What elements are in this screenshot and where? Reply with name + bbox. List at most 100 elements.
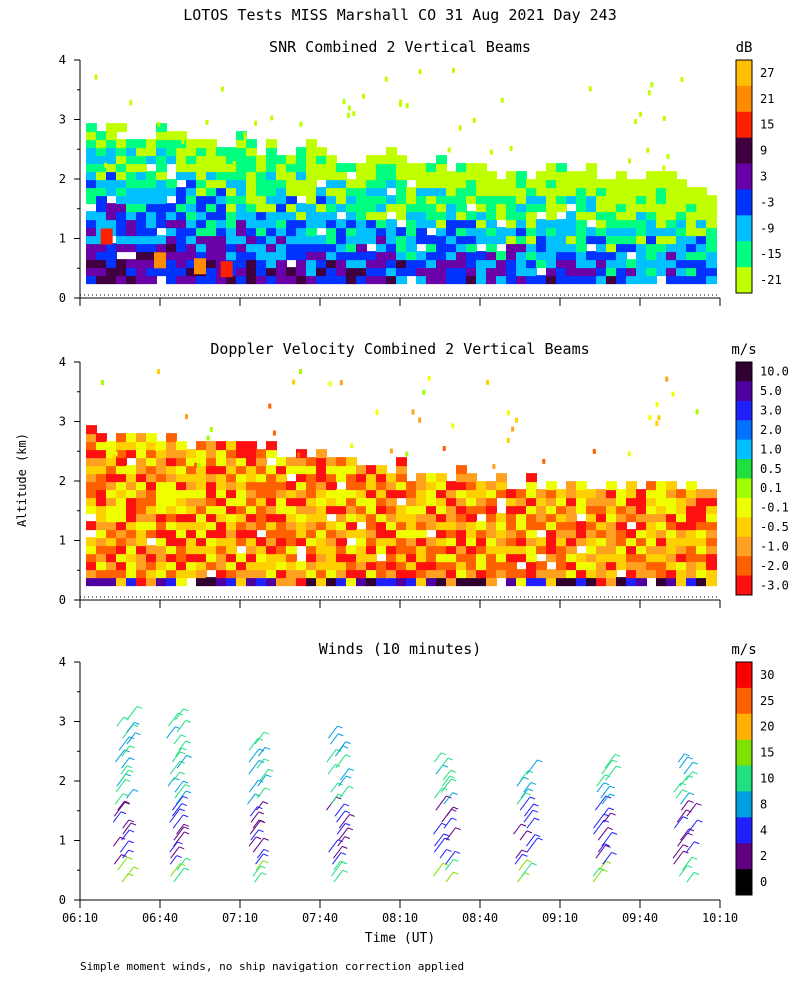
heatmap-cell (96, 529, 107, 539)
wind-barb-flag (450, 769, 456, 773)
heatmap-cell (136, 529, 147, 539)
heatmap-cell (236, 577, 247, 587)
heatmap-cell (526, 211, 537, 221)
heatmap-cell (206, 513, 217, 523)
heatmap-cell (206, 179, 217, 189)
wind-barb-flag (128, 819, 135, 823)
wind-barb (672, 844, 684, 859)
heatmap-cell (526, 577, 537, 587)
wind-barb (593, 819, 605, 835)
wind-barb (117, 800, 125, 811)
heatmap-cell (106, 449, 117, 459)
heatmap-cell (516, 203, 527, 213)
heatmap-cell (276, 505, 287, 515)
heatmap-cell (226, 219, 237, 229)
heatmap-cell (686, 537, 697, 547)
heatmap-cell (596, 219, 607, 229)
heatmap-cell (546, 259, 557, 269)
heatmap-cell (186, 179, 197, 189)
heatmap-cell (86, 211, 97, 221)
wind-barb (337, 836, 346, 847)
heatmap-cell (376, 489, 387, 499)
heatmap-cell (296, 457, 307, 467)
heatmap-cell (246, 211, 257, 221)
heatmap-cell (516, 211, 527, 221)
heatmap-cell (476, 187, 487, 197)
heatmap-cell (186, 139, 197, 149)
heatmap-cell (476, 211, 487, 221)
heatmap-cell (96, 553, 107, 563)
heatmap-cell (106, 243, 117, 253)
wind-barb (122, 819, 130, 829)
heatmap-cell (136, 489, 147, 499)
heatmap-cell (526, 545, 537, 555)
wind-barb-flag (263, 837, 269, 841)
heatmap-cell (226, 227, 237, 237)
heatmap-cell (126, 227, 137, 237)
heatmap-cell (266, 211, 277, 221)
heatmap-cell (406, 251, 417, 261)
heatmap-cell (206, 497, 217, 507)
colorbar-swatch (736, 791, 752, 818)
heatmap-cell (296, 481, 307, 491)
wind-barb (601, 832, 613, 847)
wind-barb (176, 823, 185, 835)
heatmap-speckle (151, 452, 155, 458)
heatmap-cell (456, 465, 467, 475)
heatmap-cell (156, 537, 167, 547)
heatmap-cell (616, 561, 627, 571)
heatmap-cell (406, 561, 417, 571)
heatmap-cell (176, 577, 187, 587)
heatmap-cell (426, 561, 437, 571)
heatmap-cell (706, 497, 717, 507)
heatmap-cell (606, 569, 617, 579)
wind-barb (126, 789, 134, 799)
heatmap-cell (96, 449, 107, 459)
wind-barb (338, 827, 349, 841)
heatmap-cell (236, 219, 247, 229)
wind-barb-flag (185, 790, 192, 794)
heatmap-cell (406, 163, 417, 173)
colorbar-label: 2 (760, 849, 767, 863)
heatmap-cell (416, 171, 427, 181)
wind-barb (445, 827, 456, 841)
wind-barb (433, 823, 442, 835)
heatmap-cell (496, 521, 507, 531)
wind-barb (257, 774, 267, 787)
heatmap-cell (446, 267, 457, 277)
heatmap-cell (206, 529, 217, 539)
heatmap-cell (406, 227, 417, 237)
heatmap-cell (626, 537, 637, 547)
wind-barb (166, 726, 176, 739)
wind-barb (174, 780, 184, 793)
heatmap-cell (446, 275, 457, 285)
heatmap-cell (96, 473, 107, 483)
heatmap-cell (446, 235, 457, 245)
heatmap-cell (606, 195, 617, 205)
wind-barb (443, 792, 453, 805)
wind-barb (112, 811, 122, 823)
heatmap-cells (86, 67, 717, 285)
heatmap-cell (416, 561, 427, 571)
heatmap-cell (476, 275, 487, 285)
heatmap-cell (266, 227, 277, 237)
heatmap-cell (676, 179, 687, 189)
heatmap-cell (356, 259, 367, 269)
heatmap-cell (396, 481, 407, 491)
heatmap-cell (566, 179, 577, 189)
heatmap-cell (666, 195, 677, 205)
heatmap-cell (396, 545, 407, 555)
heatmap-cell (646, 553, 657, 563)
heatmap-speckle (192, 142, 196, 148)
wind-barb-flag (182, 814, 189, 818)
heatmap-cell (706, 513, 717, 523)
panel-1: SNR Combined 2 Vertical Beams01234272115… (59, 38, 782, 306)
heatmap-cell (306, 219, 317, 229)
heatmap-cell (416, 163, 427, 173)
heatmap-cell (686, 203, 697, 213)
heatmap-cell (346, 275, 357, 285)
heatmap-cell (476, 171, 487, 181)
heatmap-cell (96, 195, 107, 205)
heatmap-cell (486, 489, 497, 499)
heatmap-cell (486, 179, 497, 189)
